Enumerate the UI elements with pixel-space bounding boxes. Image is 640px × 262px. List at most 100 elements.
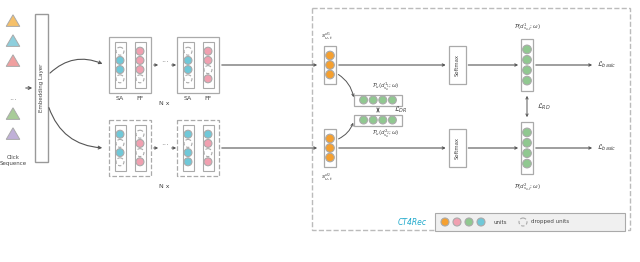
Circle shape: [136, 56, 144, 64]
Text: FF: FF: [204, 96, 212, 101]
Circle shape: [523, 56, 531, 64]
Text: $\mathcal{P}_u(d^2_{s^2_u};\omega)$: $\mathcal{P}_u(d^2_{s^2_u};\omega)$: [372, 128, 399, 140]
Bar: [324, 46, 336, 84]
Circle shape: [523, 45, 531, 54]
Circle shape: [326, 153, 334, 162]
Polygon shape: [6, 15, 20, 26]
Bar: [449, 129, 465, 167]
Circle shape: [204, 75, 212, 83]
Polygon shape: [6, 35, 20, 46]
Bar: [115, 125, 125, 171]
Circle shape: [523, 128, 531, 137]
Bar: [202, 42, 214, 88]
Text: $\mathcal{L}_{basic}$: $\mathcal{L}_{basic}$: [597, 143, 616, 153]
Text: Click
Sequence: Click Sequence: [0, 155, 27, 166]
Polygon shape: [6, 128, 20, 139]
Bar: [35, 14, 48, 162]
Text: $s^{d_2}_{u,t}$: $s^{d_2}_{u,t}$: [321, 171, 333, 182]
Circle shape: [204, 139, 212, 147]
Bar: [182, 125, 193, 171]
Text: $\mathcal{P}_u(d^1_{s^1_u};\omega)$: $\mathcal{P}_u(d^1_{s^1_u};\omega)$: [372, 81, 399, 93]
Bar: [435, 213, 625, 231]
Text: $\mathcal{P}(d^2_{s_{u,t}};\omega)$: $\mathcal{P}(d^2_{s_{u,t}};\omega)$: [513, 181, 540, 192]
Circle shape: [388, 96, 396, 104]
Bar: [202, 125, 214, 171]
Circle shape: [204, 56, 212, 64]
Bar: [449, 46, 465, 84]
Text: CT4Rec: CT4Rec: [397, 218, 427, 227]
Circle shape: [477, 218, 485, 226]
Bar: [354, 95, 402, 106]
Circle shape: [136, 47, 144, 55]
Text: $\mathcal{L}_{basic}$: $\mathcal{L}_{basic}$: [597, 60, 616, 70]
Circle shape: [388, 116, 396, 124]
Circle shape: [523, 139, 531, 147]
Circle shape: [326, 51, 334, 60]
Text: $\mathcal{P}(d^1_{s_{u,t}};\omega)$: $\mathcal{P}(d^1_{s_{u,t}};\omega)$: [513, 21, 540, 32]
Circle shape: [369, 96, 377, 104]
Circle shape: [326, 134, 334, 143]
Circle shape: [523, 66, 531, 74]
Circle shape: [523, 149, 531, 157]
Text: ...: ...: [161, 55, 169, 64]
Circle shape: [116, 56, 124, 64]
Circle shape: [465, 218, 473, 226]
Text: Embedding Layer: Embedding Layer: [39, 64, 44, 112]
Circle shape: [116, 66, 124, 74]
Circle shape: [116, 149, 124, 157]
Text: $\mathcal{L}_{DR}$: $\mathcal{L}_{DR}$: [394, 105, 408, 115]
Circle shape: [136, 66, 144, 74]
Circle shape: [326, 144, 334, 152]
Circle shape: [379, 116, 387, 124]
Bar: [134, 125, 145, 171]
Bar: [182, 42, 193, 88]
Bar: [354, 114, 402, 125]
Bar: [115, 42, 125, 88]
Bar: [521, 122, 533, 174]
Text: SA: SA: [184, 96, 192, 101]
Text: SA: SA: [116, 96, 124, 101]
Circle shape: [136, 139, 144, 147]
Polygon shape: [6, 108, 20, 119]
Circle shape: [184, 149, 192, 157]
Bar: [177, 120, 219, 176]
Circle shape: [184, 56, 192, 64]
Bar: [521, 39, 533, 91]
Text: ...: ...: [9, 94, 17, 102]
Text: FF: FF: [136, 96, 143, 101]
Circle shape: [204, 47, 212, 55]
Bar: [109, 120, 151, 176]
Circle shape: [326, 70, 334, 79]
Circle shape: [136, 158, 144, 166]
Circle shape: [369, 116, 377, 124]
Circle shape: [523, 76, 531, 85]
Bar: [134, 42, 145, 88]
Text: $s^{d_1}_{u,t}$: $s^{d_1}_{u,t}$: [321, 30, 333, 41]
Bar: [324, 129, 336, 167]
Text: N x: N x: [159, 184, 169, 189]
Text: $\mathcal{L}_{RD}$: $\mathcal{L}_{RD}$: [537, 101, 551, 112]
Circle shape: [453, 218, 461, 226]
Text: N x: N x: [159, 101, 169, 106]
Bar: [109, 37, 151, 93]
Bar: [177, 37, 219, 93]
Circle shape: [184, 130, 192, 138]
Circle shape: [116, 130, 124, 138]
Circle shape: [184, 158, 192, 166]
Bar: [312, 8, 630, 230]
Circle shape: [204, 158, 212, 166]
Polygon shape: [6, 55, 20, 66]
Circle shape: [360, 96, 367, 104]
Circle shape: [379, 96, 387, 104]
Text: dropped units: dropped units: [531, 220, 569, 225]
Circle shape: [184, 66, 192, 74]
Circle shape: [204, 130, 212, 138]
Text: units: units: [493, 220, 506, 225]
Circle shape: [360, 116, 367, 124]
Text: Softmax: Softmax: [454, 137, 460, 159]
Circle shape: [523, 159, 531, 168]
Circle shape: [441, 218, 449, 226]
Text: Softmax: Softmax: [454, 54, 460, 76]
Text: ...: ...: [161, 138, 169, 147]
Circle shape: [326, 61, 334, 69]
